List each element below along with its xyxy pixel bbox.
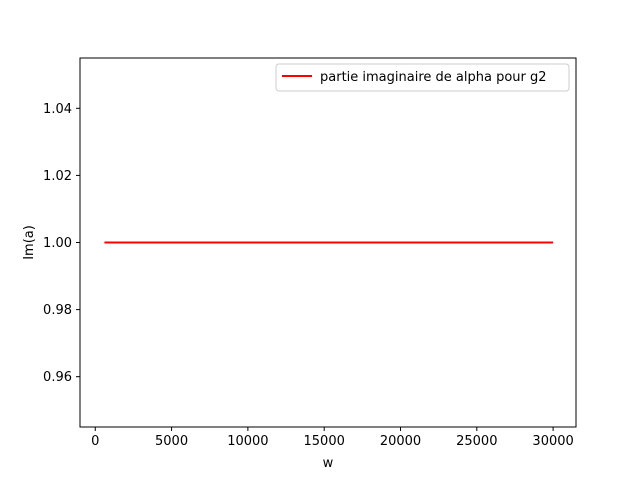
x-tick-label: 20000	[380, 434, 421, 449]
x-axis-ticks: 0 5000 10000 15000 20000 25000 30000	[91, 427, 574, 449]
y-tick-label: 1.04	[43, 102, 72, 117]
y-axis-ticks: 0.96 0.98 1.00 1.02 1.04	[43, 102, 80, 385]
x-tick-label: 25000	[456, 434, 497, 449]
y-tick-label: 0.96	[43, 370, 72, 385]
y-tick-label: 0.98	[43, 303, 72, 318]
x-tick-label: 15000	[304, 434, 345, 449]
y-axis-label: Im(a)	[22, 225, 37, 260]
y-tick-label: 1.02	[43, 169, 72, 184]
x-tick-label: 5000	[155, 434, 188, 449]
x-tick-label: 30000	[532, 434, 573, 449]
x-tick-label: 0	[91, 434, 99, 449]
legend: partie imaginaire de alpha pour g2	[275, 63, 570, 92]
y-tick-label: 1.00	[43, 236, 72, 251]
x-axis-label: w	[323, 456, 334, 471]
legend-label-0: partie imaginaire de alpha pour g2	[320, 70, 547, 85]
legend-box	[275, 63, 570, 92]
x-tick-label: 10000	[227, 434, 268, 449]
